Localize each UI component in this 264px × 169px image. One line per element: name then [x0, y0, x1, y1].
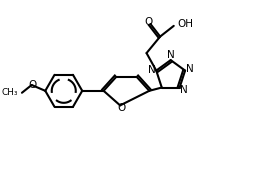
- Text: N: N: [186, 64, 194, 74]
- Text: OH: OH: [178, 19, 194, 29]
- Text: N: N: [167, 50, 175, 60]
- Text: O: O: [144, 17, 153, 27]
- Text: CH₃: CH₃: [2, 88, 18, 97]
- Text: N: N: [180, 86, 187, 95]
- Text: O: O: [29, 80, 37, 90]
- Text: N: N: [148, 65, 155, 75]
- Text: O: O: [117, 103, 125, 113]
